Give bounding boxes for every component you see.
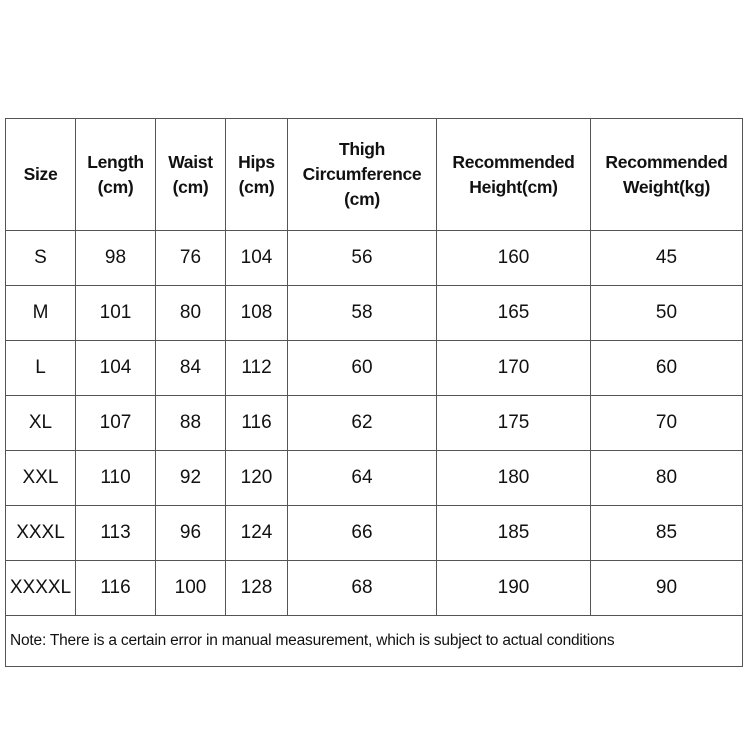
table-cell: 170 xyxy=(436,340,591,396)
table-cell: 110 xyxy=(75,450,156,506)
table-cell: 160 xyxy=(436,230,591,286)
table-cell: 113 xyxy=(75,505,156,561)
table-cell: 104 xyxy=(75,340,156,396)
table-cell: XXXXL xyxy=(5,560,76,616)
table-cell: 50 xyxy=(590,285,743,341)
table-cell: XXXL xyxy=(5,505,76,561)
table-cell: S xyxy=(5,230,76,286)
column-header-line: (cm) xyxy=(97,176,134,197)
column-header-line: Height(cm) xyxy=(469,176,558,197)
table-cell: M xyxy=(5,285,76,341)
table-cell: 101 xyxy=(75,285,156,341)
table-cell: 107 xyxy=(75,395,156,451)
table-cell: 60 xyxy=(590,340,743,396)
table-cell: 96 xyxy=(155,505,226,561)
table-cell: 100 xyxy=(155,560,226,616)
table-cell: 84 xyxy=(155,340,226,396)
column-header-line: Waist xyxy=(168,151,213,172)
table-cell: 45 xyxy=(590,230,743,286)
table-cell: 68 xyxy=(287,560,437,616)
column-header-line: (cm) xyxy=(238,176,275,197)
column-header: Thigh Circumference (cm) xyxy=(287,118,437,231)
table-cell: 128 xyxy=(225,560,288,616)
table-cell: 80 xyxy=(590,450,743,506)
table-cell: 98 xyxy=(75,230,156,286)
column-header-line: Recommended xyxy=(605,151,728,172)
table-cell: 180 xyxy=(436,450,591,506)
table-cell: 60 xyxy=(287,340,437,396)
table-cell: 58 xyxy=(287,285,437,341)
column-header-line: Circumference xyxy=(302,164,422,184)
header-row: Size Length (cm) Waist (cm) Hips (cm) Thigh Circ… xyxy=(5,118,743,231)
table-cell: 88 xyxy=(155,395,226,451)
table-row: XXL 110 92 120 64 180 80 xyxy=(5,450,743,506)
table-row: M 101 80 108 58 165 50 xyxy=(5,285,743,341)
table-cell: 112 xyxy=(225,340,288,396)
column-header: Hips (cm) xyxy=(225,118,288,231)
column-header: Length (cm) xyxy=(75,118,156,231)
table-cell: 66 xyxy=(287,505,437,561)
table-cell: 80 xyxy=(155,285,226,341)
table-cell: 64 xyxy=(287,450,437,506)
table-row: XXXXL 116 100 128 68 190 90 xyxy=(5,560,743,616)
table-cell: 104 xyxy=(225,230,288,286)
table-cell: XXL xyxy=(5,450,76,506)
column-header-line: Weight(kg) xyxy=(622,176,711,197)
table-cell: 116 xyxy=(225,395,288,451)
table-row: S 98 76 104 56 160 45 xyxy=(5,230,743,286)
table-cell: 56 xyxy=(287,230,437,286)
table-cell: 76 xyxy=(155,230,226,286)
table-cell: 92 xyxy=(155,450,226,506)
table-cell: 175 xyxy=(436,395,591,451)
column-header-line: Size xyxy=(23,164,58,184)
column-header: Size xyxy=(5,118,76,231)
table-row: XL 107 88 116 62 175 70 xyxy=(5,395,743,451)
column-header-line: Thigh xyxy=(338,139,386,159)
column-header-line: (cm) xyxy=(344,189,380,209)
column-header-line: (cm) xyxy=(172,176,209,197)
column-header: Waist (cm) xyxy=(155,118,226,231)
table-cell: 62 xyxy=(287,395,437,451)
column-header-line: Recommended xyxy=(452,151,575,172)
note-row: Note: There is a certain error in manual… xyxy=(5,615,743,667)
table-cell: 108 xyxy=(225,285,288,341)
column-header-line: Length xyxy=(87,151,144,172)
table-cell: L xyxy=(5,340,76,396)
table-cell: 190 xyxy=(436,560,591,616)
column-header: Recommended Weight(kg) xyxy=(590,118,743,231)
table-row: L 104 84 112 60 170 60 xyxy=(5,340,743,396)
table-cell: 185 xyxy=(436,505,591,561)
size-chart-table: Size Length (cm) Waist (cm) Hips (cm) Thigh Circ… xyxy=(5,118,743,667)
table-cell: 85 xyxy=(590,505,743,561)
table-cell: 120 xyxy=(225,450,288,506)
table-row: XXXL 113 96 124 66 185 85 xyxy=(5,505,743,561)
table-cell: 90 xyxy=(590,560,743,616)
table-cell: 165 xyxy=(436,285,591,341)
column-header: Recommended Height(cm) xyxy=(436,118,591,231)
table-cell: 116 xyxy=(75,560,156,616)
column-header-line: Hips xyxy=(238,151,275,172)
table-cell: 70 xyxy=(590,395,743,451)
note-text: Note: There is a certain error in manual… xyxy=(5,615,743,667)
table-cell: 124 xyxy=(225,505,288,561)
table-cell: XL xyxy=(5,395,76,451)
